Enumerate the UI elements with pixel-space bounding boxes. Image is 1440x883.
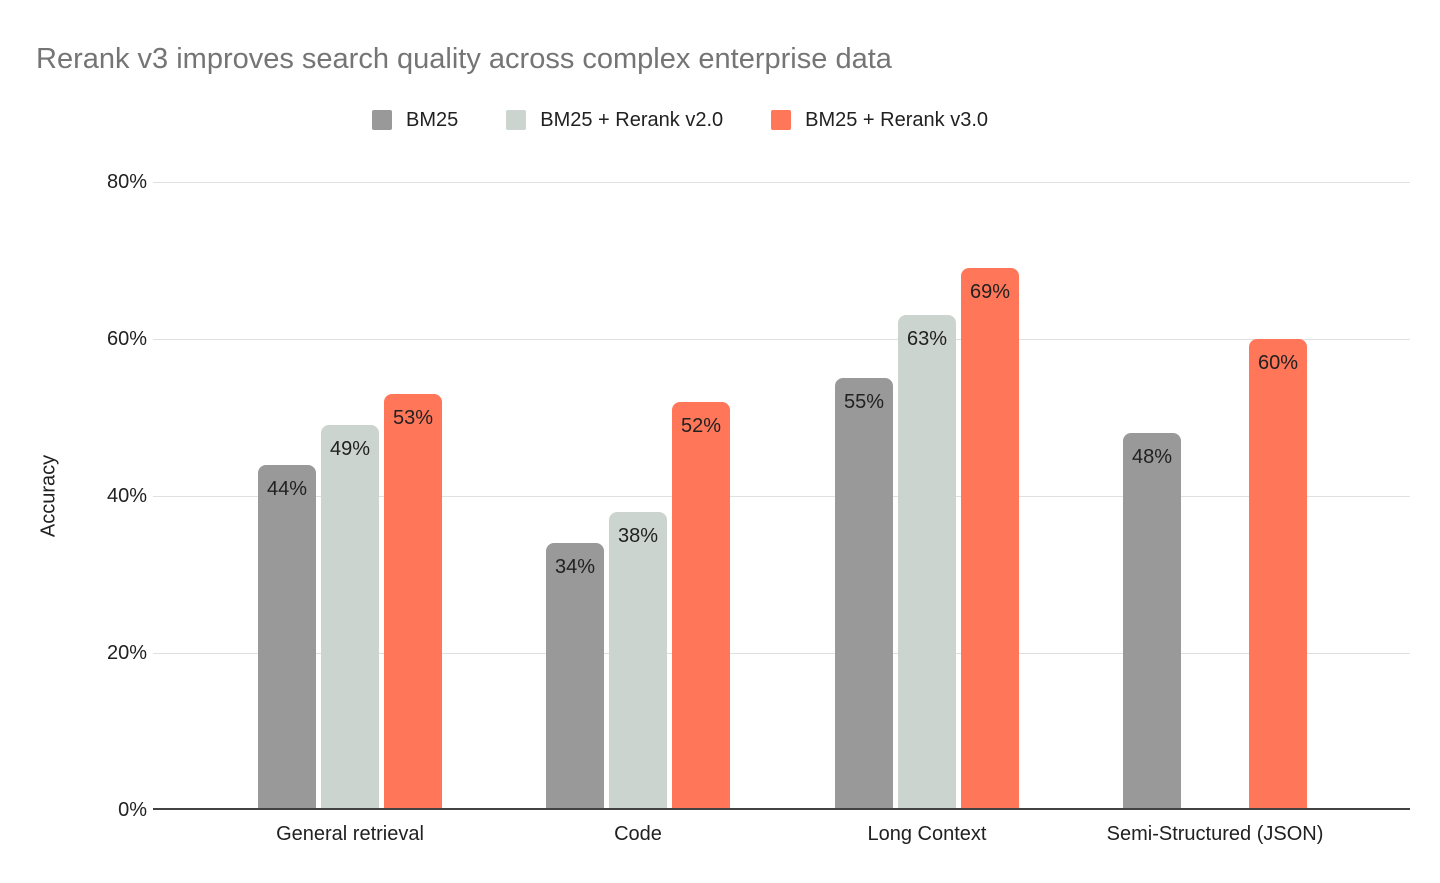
bar-slot: 53%	[384, 394, 442, 810]
bar-value-label: 52%	[680, 415, 722, 437]
bar-slot: 52%	[672, 402, 730, 810]
category-label-3: Semi-Structured (JSON)	[1106, 823, 1324, 845]
bar-group-0: 44% 49% 53%	[258, 182, 442, 810]
bar-slot: 34%	[546, 543, 604, 810]
chart-legend: BM25 BM25 + Rerank v2.0 BM25 + Rerank v3.0	[0, 106, 1360, 134]
gridline-20	[153, 653, 1410, 654]
bar-bm25-rerank-v3-0-2: 69%	[961, 268, 1019, 810]
bar-value-label: 60%	[1257, 352, 1299, 374]
x-axis-line	[153, 808, 1410, 810]
bar-bm25-1: 34%	[546, 543, 604, 810]
y-tick-label-0: 0%	[118, 799, 147, 821]
bar-value-label: 44%	[266, 478, 308, 500]
bar-value-label: 55%	[843, 391, 885, 413]
gridline-40	[153, 496, 1410, 497]
bar-slot: 60%	[1249, 339, 1307, 810]
bar-value-label: 38%	[617, 525, 659, 547]
bar-slot: 63%	[898, 315, 956, 810]
y-axis-title: Accuracy	[37, 454, 60, 538]
bar-bm25-rerank-v2-0-1: 38%	[609, 512, 667, 810]
y-tick-label-80: 80%	[106, 171, 147, 193]
legend-item-0: BM25	[372, 109, 458, 132]
bar-group-3: 48% 60%	[1123, 182, 1307, 810]
bar-slot: 48%	[1123, 433, 1181, 810]
legend-label: BM25	[406, 108, 459, 131]
bar-slot: 44%	[258, 465, 316, 810]
category-label-0: General retrieval	[276, 823, 424, 845]
bar-value-label: 48%	[1131, 446, 1173, 468]
gridline-80	[153, 182, 1410, 183]
bar-bm25-rerank-v3-0-1: 52%	[672, 402, 730, 810]
legend-label: BM25 + Rerank v3.0	[805, 108, 988, 131]
bar-bm25-2: 55%	[835, 378, 893, 810]
bar-slot: 69%	[961, 268, 1019, 810]
bar-value-label: 69%	[969, 281, 1011, 303]
bar-value-label: 34%	[554, 556, 596, 578]
bar-bm25-0: 44%	[258, 465, 316, 810]
chart-title: Rerank v3 improves search quality across…	[36, 43, 892, 75]
bar-group-1: 34% 38% 52%	[546, 182, 730, 810]
legend-swatch-icon	[771, 110, 792, 130]
bar-slot: 38%	[609, 512, 667, 810]
legend-item-2: BM25 + Rerank v3.0	[771, 109, 988, 132]
y-tick-label-20: 20%	[106, 642, 147, 664]
category-label-2: Long Context	[867, 823, 987, 845]
bar-bm25-3: 48%	[1123, 433, 1181, 810]
bar-slot: 55%	[835, 378, 893, 810]
bar-slot: 49%	[321, 425, 379, 810]
bar-group-2: 55% 63% 69%	[835, 182, 1019, 810]
bar-bm25-rerank-v3-0-0: 53%	[384, 394, 442, 810]
plot-area: 44% 49% 53% 34% 38% 52% 55% 63% 69% 48% 60%	[153, 182, 1410, 810]
bar-bm25-rerank-v2-0-2: 63%	[898, 315, 956, 810]
legend-swatch-icon	[506, 110, 527, 130]
category-label-1: Code	[614, 823, 662, 845]
bar-bm25-rerank-v2-0-0: 49%	[321, 425, 379, 810]
legend-item-1: BM25 + Rerank v2.0	[506, 109, 723, 132]
bar-value-label: 63%	[906, 328, 948, 350]
bar-value-label: 49%	[329, 438, 371, 460]
legend-swatch-icon	[372, 110, 392, 130]
bar-value-label: 53%	[392, 407, 434, 429]
gridline-60	[153, 339, 1410, 340]
bar-bm25-rerank-v3-0-3: 60%	[1249, 339, 1307, 810]
legend-label: BM25 + Rerank v2.0	[540, 108, 724, 131]
y-tick-label-40: 40%	[106, 485, 147, 507]
y-tick-label-60: 60%	[106, 328, 147, 350]
